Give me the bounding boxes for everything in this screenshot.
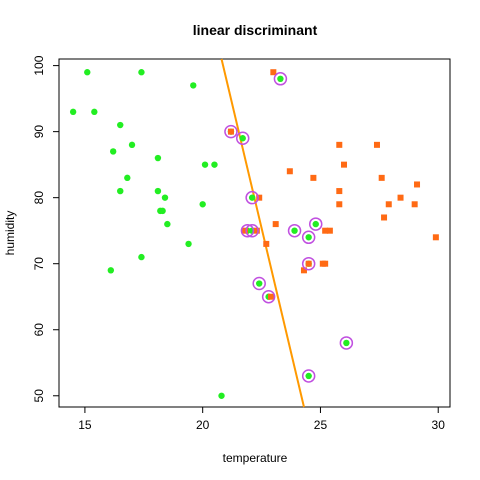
data-points (69, 69, 439, 399)
y-tick-label: 50 (32, 389, 46, 403)
data-point-circle (84, 69, 91, 76)
data-point-square (227, 128, 234, 135)
highlight-ring (261, 289, 276, 304)
data-point-square (378, 174, 385, 181)
data-point-circle (256, 280, 263, 287)
data-point-square (373, 141, 380, 148)
data-point-circle (239, 135, 246, 142)
x-tick-label: 30 (432, 418, 446, 432)
data-point-circle (218, 392, 225, 399)
data-point-square (242, 227, 249, 234)
y-tick-label: 70 (32, 257, 46, 271)
data-point-circle (161, 194, 169, 201)
data-point-square (310, 174, 317, 181)
decision-boundary-line (220, 58, 305, 408)
data-point-square (322, 227, 329, 234)
highlight-ring (245, 190, 259, 205)
highlight-rings (224, 72, 354, 383)
data-point-circle (190, 82, 197, 89)
data-point-circle (138, 253, 145, 261)
data-point-circle (117, 121, 124, 129)
data-point-circle (211, 161, 218, 168)
data-point-circle (291, 227, 298, 234)
data-point-circle (305, 372, 312, 380)
y-tick-label: 80 (32, 191, 46, 205)
data-point-circle (107, 267, 115, 274)
highlight-ring (287, 223, 302, 238)
x-axis-label: temperature (223, 451, 288, 465)
data-point-square (336, 201, 343, 208)
data-point-square (336, 141, 343, 148)
data-point-circle (154, 154, 162, 162)
data-point-circle (154, 187, 162, 195)
data-point-square (256, 194, 263, 201)
data-point-circle (199, 201, 206, 208)
x-axis: 15 20 25 30 (78, 407, 445, 432)
data-point-square (381, 214, 388, 221)
data-point-square (272, 221, 279, 228)
data-point-circle (109, 148, 117, 155)
highlight-ring (245, 223, 259, 238)
highlight-ring (308, 217, 323, 231)
data-point-circle (343, 339, 350, 347)
data-point-circle (312, 220, 319, 228)
highlight-ring (224, 124, 238, 139)
data-point-circle (164, 220, 171, 228)
highlight-ring (339, 336, 354, 350)
data-point-square (414, 181, 421, 188)
highlight-ring (301, 230, 316, 245)
data-point-square (385, 201, 392, 208)
data-point-square (270, 69, 277, 76)
y-axis-label: humidity (3, 211, 17, 256)
data-point-circle (117, 187, 124, 195)
data-point-circle (277, 75, 284, 83)
data-point-square (397, 194, 404, 201)
x-tick-label: 20 (196, 418, 210, 432)
data-point-square (286, 168, 293, 175)
highlight-ring (252, 276, 266, 291)
data-point-circle (305, 234, 312, 241)
data-point-circle (185, 240, 192, 248)
data-point-square (432, 234, 439, 241)
highlight-ring (240, 223, 255, 238)
data-point-square (336, 188, 343, 195)
y-tick-label: 60 (32, 323, 46, 337)
data-point-circle (69, 108, 77, 116)
y-tick-label: 90 (32, 125, 46, 139)
chart-title: linear discriminant (193, 22, 318, 38)
data-point-square (341, 161, 348, 168)
data-point-circle (124, 174, 131, 182)
plot-area-frame (58, 58, 451, 408)
highlight-ring (301, 256, 316, 271)
data-point-circle (91, 108, 98, 116)
data-point-circle (248, 194, 256, 201)
data-point-square (326, 227, 333, 234)
data-point-circle (159, 207, 166, 215)
data-point-square (263, 240, 270, 247)
highlight-ring (301, 369, 316, 383)
data-point-square (253, 227, 260, 234)
data-point-circle (128, 141, 136, 149)
data-point-square (267, 293, 274, 300)
decision-boundary-group (220, 58, 305, 408)
data-point-square (322, 260, 329, 267)
x-tick-label: 25 (314, 418, 328, 432)
y-tick-label: 100 (32, 55, 46, 75)
data-point-square (305, 260, 312, 267)
data-point-circle (201, 161, 209, 168)
highlight-ring (235, 131, 250, 145)
data-point-circle (138, 69, 145, 76)
data-point-square (300, 267, 307, 274)
highlight-ring (273, 72, 288, 86)
y-axis: 50 60 70 80 90 100 (32, 55, 59, 402)
data-point-square (411, 201, 418, 208)
x-tick-label: 15 (78, 418, 92, 432)
